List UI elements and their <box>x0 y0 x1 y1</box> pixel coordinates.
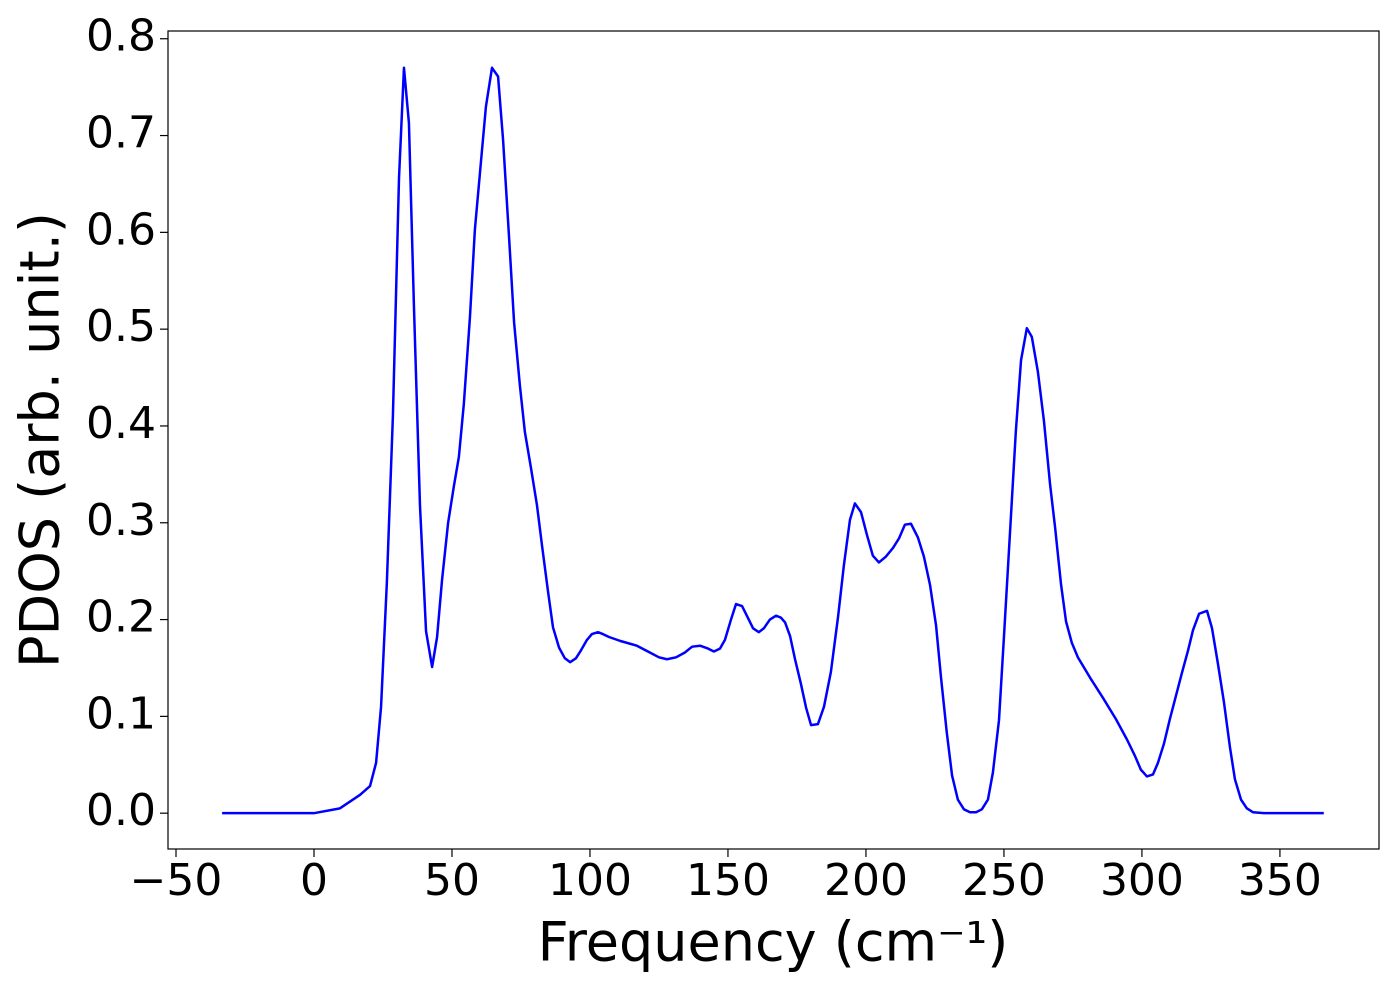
x-tick-label: 200 <box>824 855 908 906</box>
y-tick-label: 0.5 <box>86 301 156 352</box>
x-tick-label: 150 <box>686 855 770 906</box>
x-tick-label: 250 <box>962 855 1046 906</box>
y-axis-label: PDOS (arb. unit.) <box>9 212 72 668</box>
y-tick-label: 0.4 <box>86 398 156 449</box>
y-tick-label: 0.6 <box>86 204 156 255</box>
x-axis-label: Frequency (cm⁻¹) <box>538 911 1009 974</box>
y-tick-label: 0.3 <box>86 495 156 546</box>
plot-frame <box>167 30 1380 850</box>
x-tick-label: 300 <box>1100 855 1184 906</box>
y-tick-label: 0.1 <box>86 688 156 739</box>
x-tick-label: 50 <box>424 855 480 906</box>
y-tick-label: 0.8 <box>86 11 156 62</box>
y-tick-label: 0.7 <box>86 108 156 159</box>
y-tick-label: 0.2 <box>86 592 156 643</box>
x-tick-label: 100 <box>548 855 632 906</box>
x-tick-label: 350 <box>1238 855 1322 906</box>
x-tick-label: −50 <box>130 855 223 906</box>
x-tick-label: 0 <box>300 855 328 906</box>
y-tick-label: 0.0 <box>86 785 156 836</box>
data-line <box>222 66 1324 815</box>
